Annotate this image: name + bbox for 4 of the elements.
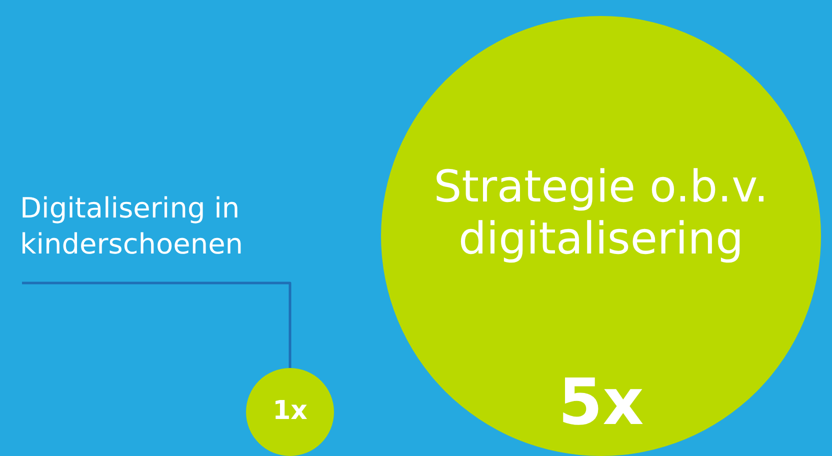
category-label: Strategie o.b.v. digitalisering bbox=[434, 161, 768, 264]
data-label: 1x bbox=[272, 396, 308, 426]
category-label: Digitalisering in kinderschoenen bbox=[20, 191, 244, 260]
data-label: 5x bbox=[558, 366, 644, 440]
